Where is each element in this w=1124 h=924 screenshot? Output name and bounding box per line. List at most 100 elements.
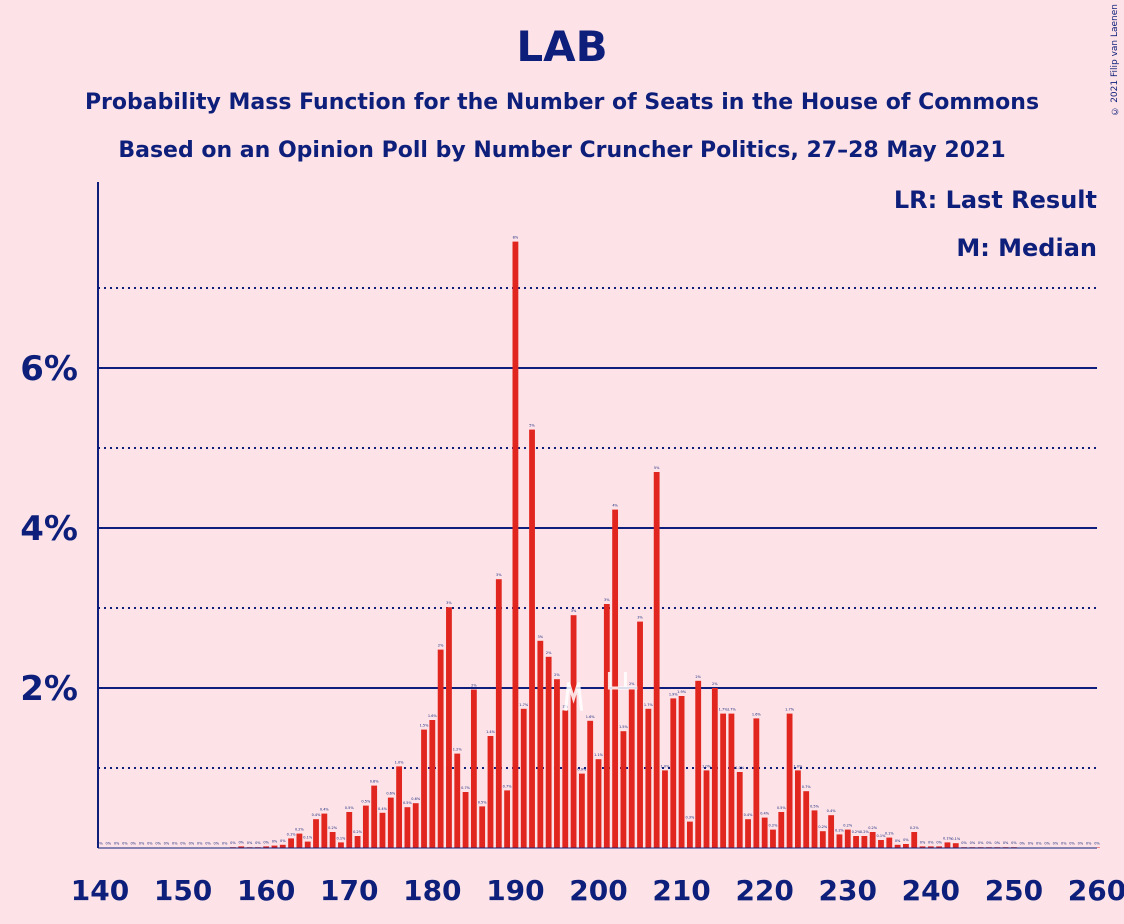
bar [338,842,344,848]
bar-label: 2% [712,682,718,686]
bar-label: 0.9% [577,768,587,772]
bar-label: 0% [1053,842,1059,846]
bar-label: 0.1% [885,832,895,836]
legend-entry: M: Median [956,234,1097,262]
bar [562,710,569,848]
bar-label: 0.2% [910,826,920,830]
bar-label: 0% [1078,842,1084,846]
bar-label: 0% [986,841,992,845]
bar [512,241,519,849]
bar-label: 1.9% [669,692,679,696]
bar [803,791,810,848]
bar [354,836,361,848]
bar-label: 0.7% [503,784,513,788]
bar-label: 0% [1019,842,1025,846]
bar-label: 0.4% [312,813,322,817]
bar-label: 1.6% [586,715,596,719]
bar [429,720,436,848]
bar-label: 2% [629,682,635,686]
bar-label: 0.2% [843,824,853,828]
bar [437,649,444,848]
bar [911,832,918,848]
bar-label: 0% [230,841,236,845]
bar [421,729,427,848]
bar-label: 0.5% [777,806,787,810]
bar [545,656,552,848]
bar [279,844,286,848]
bar [495,579,502,848]
bar-label: 0% [928,840,934,844]
bar-label: 0% [936,840,942,844]
bar-label: 1.6% [428,714,438,718]
bar [695,680,702,848]
bar [753,718,760,848]
bar-label: 0% [272,840,278,844]
bar-label: 0.4% [744,813,754,817]
bar [720,713,727,848]
bar [362,805,369,848]
bar [703,770,710,848]
bar-label: 0% [238,840,244,844]
bar-label: 1.2% [453,748,463,752]
bar-label: 0.2% [295,828,305,832]
x-tick-label: 180 [403,874,461,907]
bar [371,785,378,848]
axes [97,182,1097,849]
bar-label: 0.8% [370,780,380,784]
bar-label: 0.4% [378,807,388,811]
bar-label: 2% [695,675,701,679]
bar-label: 1.6% [752,712,762,716]
x-tick-label: 220 [735,874,793,907]
bar-label: 0.2% [852,830,862,834]
bar-label: 3% [571,609,577,613]
bar-label: 3% [637,616,643,620]
bar [271,845,278,848]
bar [878,840,884,848]
bar-label: 0% [205,842,211,846]
bar-label: 2% [471,684,477,688]
bar-label: 0% [995,841,1001,845]
bar [554,679,560,848]
bars [97,241,1100,849]
bar-label: 1.0% [395,760,405,764]
bar-label: 0% [263,840,269,844]
bar-label: 4% [612,504,618,508]
bar-label: 0% [961,841,967,845]
bar-label: 1.7% [719,708,729,712]
bar [587,720,594,848]
bar-label: 0% [1061,842,1067,846]
bar [238,846,245,848]
bar-label: 1.7% [785,708,795,712]
bar-label: 0.6% [411,797,421,801]
bar-label: 0.1% [951,837,961,841]
bar [686,821,693,848]
x-tick-label: 240 [902,874,960,907]
bar [828,815,835,848]
chart-title: LAB [516,22,608,71]
bar-label: 2% [438,644,444,648]
x-tick-label: 230 [819,874,877,907]
bar [836,834,843,848]
bar-label: 1.9% [677,690,687,694]
bar [894,844,901,848]
bar-label: 0% [172,842,178,846]
bar-label: 1.1% [594,753,604,757]
bar [645,708,652,848]
bar-label: 0% [189,842,195,846]
bar [861,836,868,848]
bar [612,509,619,848]
bar-label: 1.7% [519,703,529,707]
bar-label: 1.0% [661,764,671,768]
bar-label: 0% [180,842,186,846]
bar [728,713,735,848]
bar [396,766,403,848]
median-marker [564,682,584,711]
bar-label: 0% [106,842,112,846]
x-tick-label: 150 [154,874,212,907]
x-tick-label: 140 [71,874,129,907]
bar [470,689,477,848]
bar-label: 0% [1036,842,1042,846]
bar-label: 5% [654,466,660,470]
bar [570,615,577,848]
bar [321,813,328,848]
